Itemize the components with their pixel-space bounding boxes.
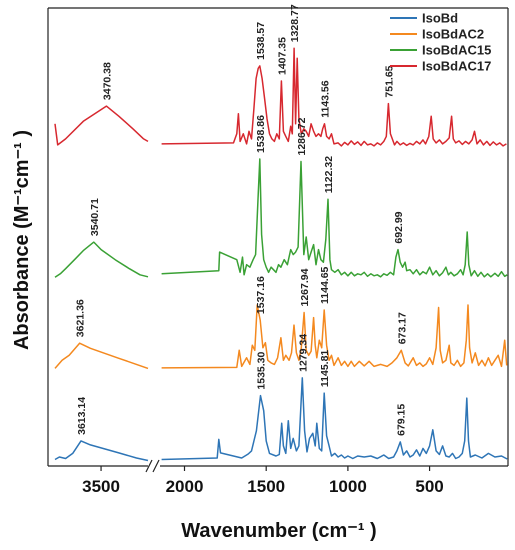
x-axis-ticks: 3500 2000 1500 1000 500	[82, 466, 444, 496]
peak-label: 3621.36	[75, 299, 87, 337]
peak-label: 1538.86	[255, 115, 267, 153]
peak-label: 1145.81	[319, 350, 331, 388]
x-tick-label: 1000	[329, 477, 367, 496]
series-line-isobdac15-fingerprint	[161, 158, 508, 278]
peak-label: 1279.34	[297, 334, 309, 372]
legend-label-isobdac17: IsoBdAC17	[422, 59, 491, 74]
peak-label: 3470.38	[101, 62, 113, 100]
series-line-isobdac17-fingerprint	[161, 47, 507, 147]
x-tick-label: 3500	[82, 477, 120, 496]
peak-label: 1144.65	[319, 266, 331, 304]
series-line-isobdac2-fingerprint	[161, 304, 508, 369]
x-tick-label: 500	[415, 477, 443, 496]
peak-label: 1122.32	[323, 156, 335, 194]
series-layer	[54, 47, 508, 462]
legend-label-isobdac15: IsoBdAC15	[422, 43, 491, 58]
peak-label: 1538.57	[255, 22, 267, 60]
series-line-isobdac15-high	[54, 241, 149, 278]
peak-label: 751.65	[383, 65, 395, 97]
peak-label: 3613.14	[76, 397, 88, 435]
x-tick-label: 1500	[247, 477, 285, 496]
axis-break-mark	[145, 459, 160, 473]
x-tick-label: 2000	[166, 477, 204, 496]
peak-label: 1267.94	[299, 268, 311, 306]
peak-label: 1143.56	[320, 80, 332, 118]
peak-label: 1286.72	[296, 117, 308, 155]
peak-annotations: 3613.14 1535.30 1279.34 1145.81 679.15 3621.3…	[75, 4, 409, 436]
series-line-isobd-high	[54, 440, 149, 462]
x-axis-title: Wavenumber (cm⁻¹ )	[181, 520, 376, 542]
series-line-isobdac17-high	[54, 105, 149, 146]
peak-label: 1328.77	[289, 4, 301, 42]
peak-label: 673.17	[396, 312, 408, 344]
series-line-isobdac2-high	[54, 342, 149, 370]
y-axis-title: Absorbance (M⁻¹cm⁻¹ )	[11, 130, 33, 350]
peak-label: 1537.16	[255, 276, 267, 314]
peak-label: 3540.71	[89, 198, 101, 236]
legend-label-isobdac2: IsoBdAC2	[422, 27, 484, 42]
plot-frame	[47, 7, 509, 467]
peak-label: 1407.35	[276, 37, 288, 75]
series-line-isobd-fingerprint	[161, 377, 508, 461]
peak-label: 679.15	[395, 404, 407, 436]
peak-label: 692.99	[393, 211, 405, 243]
peak-label: 1535.30	[256, 351, 268, 389]
legend-label-isobd: IsoBd	[422, 11, 458, 26]
